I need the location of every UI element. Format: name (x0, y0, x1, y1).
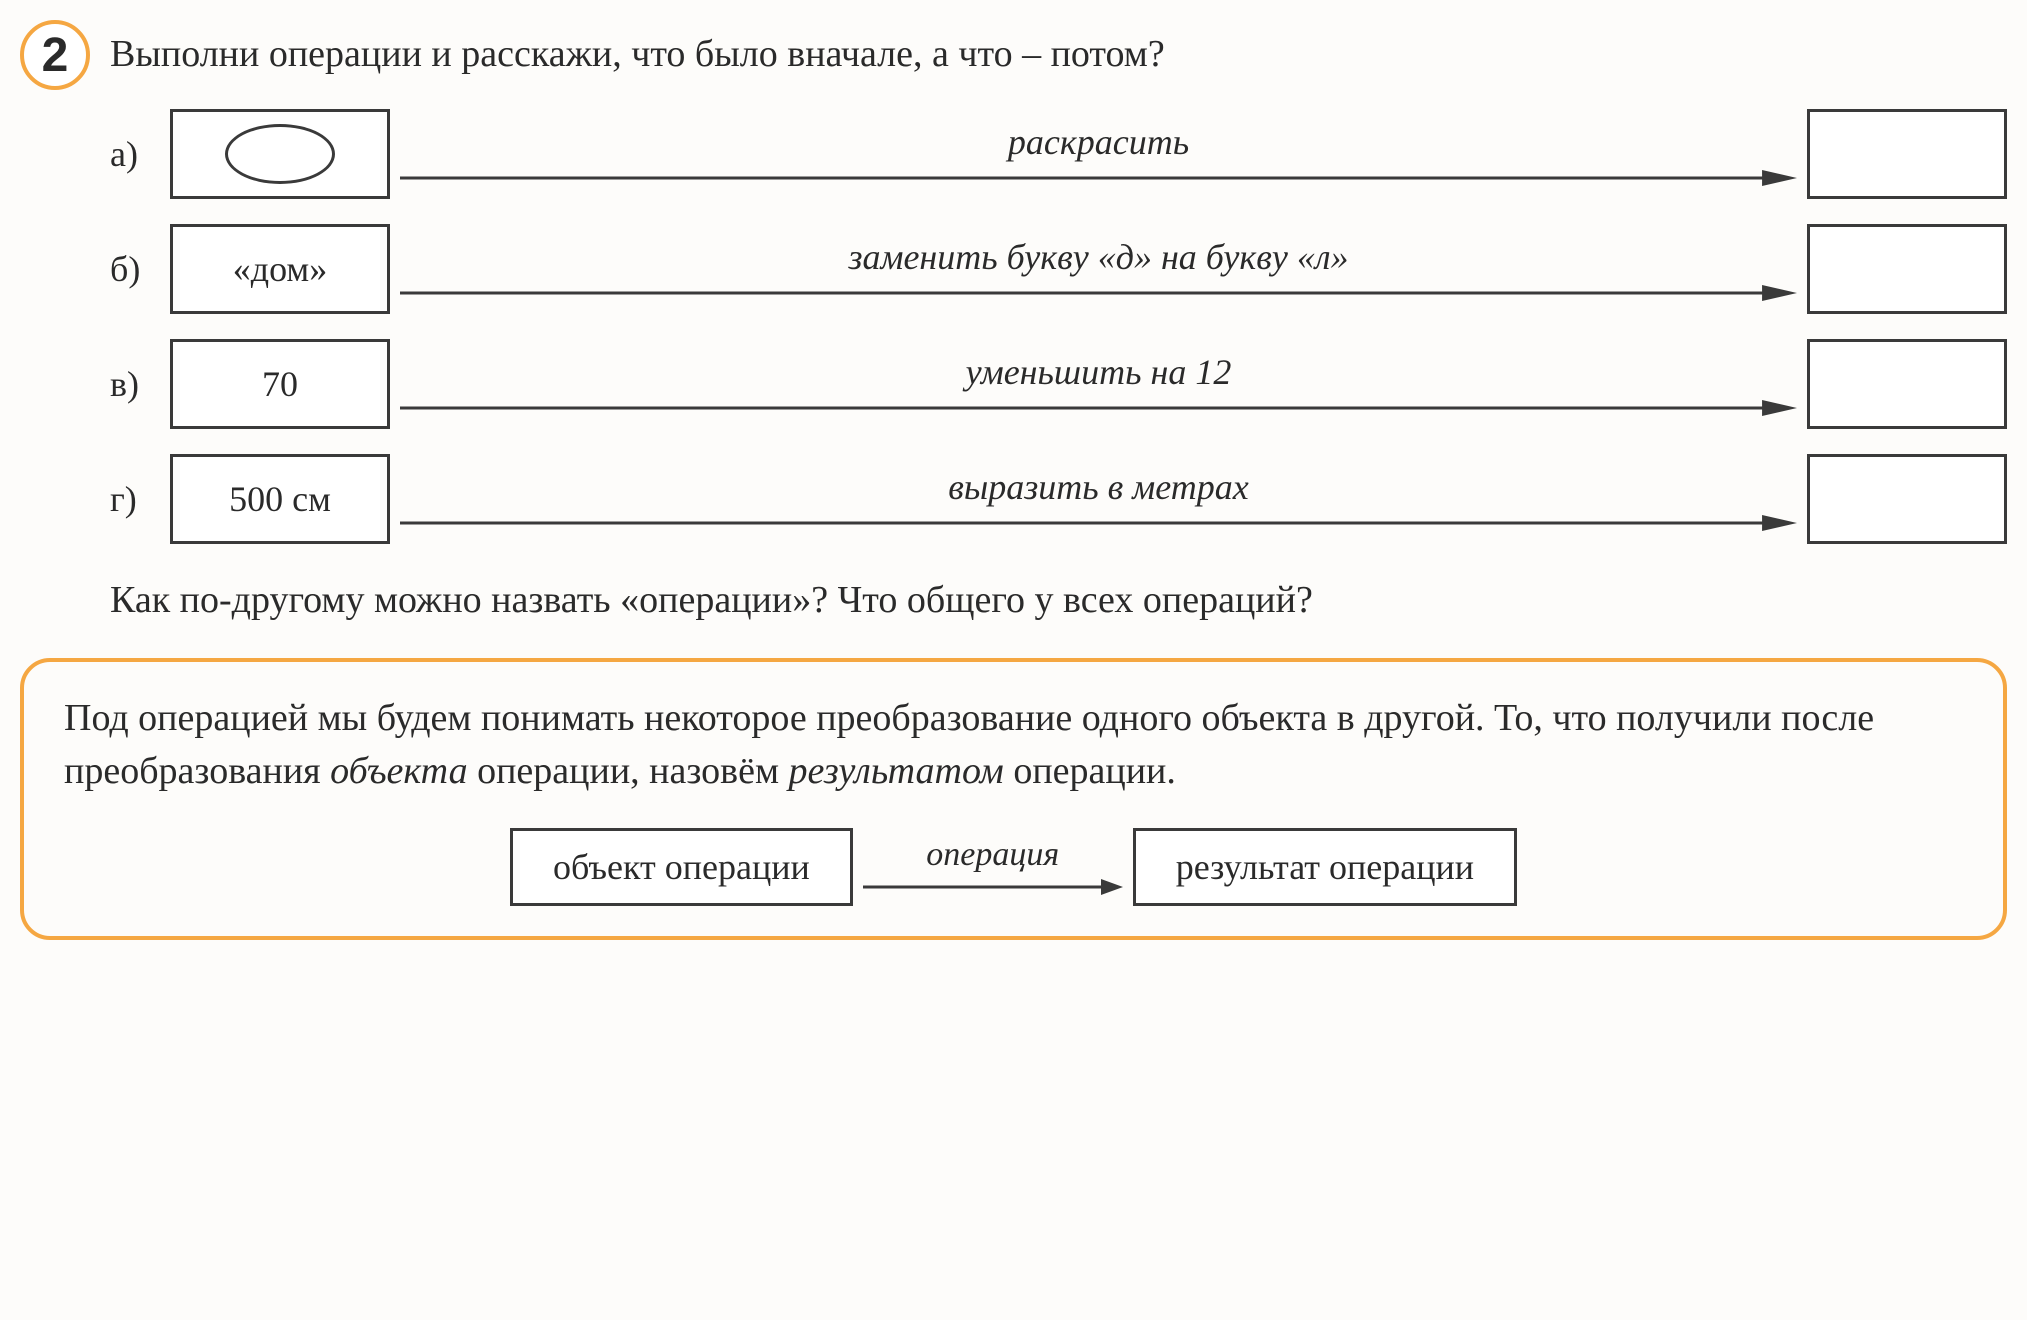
diagram-right-box: результат операции (1133, 828, 1517, 906)
definition-diagram: объект операции операция результат опера… (64, 828, 1963, 906)
row-label: в) (110, 363, 170, 405)
input-box: «дом» (170, 224, 390, 314)
result-box[interactable] (1807, 224, 2007, 314)
arrow-icon (400, 168, 1797, 188)
question-text: Выполни операции и расскажи, что было вн… (110, 20, 2007, 79)
def-suffix: операции. (1004, 750, 1176, 792)
arrow-section: раскрасить (390, 109, 1807, 199)
def-italic-1: объекта (330, 750, 467, 792)
row-label: б) (110, 248, 170, 290)
operation-label: уменьшить на 12 (966, 351, 1232, 393)
row-label: а) (110, 133, 170, 175)
arrow-icon (400, 283, 1797, 303)
operation-row-a: а) раскрасить (110, 109, 2007, 199)
problem-number-badge: 2 (20, 20, 90, 90)
followup-question: Как по-другому можно назвать «операции»?… (110, 574, 2007, 627)
problem-number: 2 (42, 28, 69, 83)
input-box (170, 109, 390, 199)
input-value: 70 (262, 363, 298, 405)
arrow-section: заменить букву «д» на букву «л» (390, 224, 1807, 314)
result-box[interactable] (1807, 454, 2007, 544)
diagram-left-box: объект операции (510, 828, 853, 906)
arrow-section: выразить в метрах (390, 454, 1807, 544)
arrow-icon (400, 398, 1797, 418)
arrow-section: уменьшить на 12 (390, 339, 1807, 429)
input-box: 70 (170, 339, 390, 429)
diagram-arrow-label: операция (926, 836, 1059, 874)
operation-label: заменить букву «д» на букву «л» (848, 236, 1348, 278)
operation-label: раскрасить (1008, 121, 1189, 163)
operation-label: выразить в метрах (948, 466, 1249, 508)
exercise-container: 2 Выполни операции и расскажи, что было … (20, 20, 2007, 940)
input-box: 500 см (170, 454, 390, 544)
operations-list: а) раскрасить б) «дом» замен (110, 109, 2007, 544)
arrow-icon (400, 513, 1797, 533)
def-mid: операции, назовём (468, 750, 789, 792)
result-box[interactable] (1807, 109, 2007, 199)
operation-row-v: в) 70 уменьшить на 12 (110, 339, 2007, 429)
definition-panel: Под операцией мы будем понимать некоторо… (20, 658, 2007, 940)
diagram-arrow: операция (853, 836, 1133, 897)
result-box[interactable] (1807, 339, 2007, 429)
input-value: 500 см (229, 478, 331, 520)
operation-row-b: б) «дом» заменить букву «д» на букву «л» (110, 224, 2007, 314)
definition-text: Под операцией мы будем понимать некоторо… (64, 692, 1963, 798)
oval-icon (225, 124, 335, 184)
row-label: г) (110, 478, 170, 520)
def-italic-2: результатом (789, 750, 1004, 792)
operation-row-g: г) 500 см выразить в метрах (110, 454, 2007, 544)
input-value: «дом» (233, 248, 327, 290)
